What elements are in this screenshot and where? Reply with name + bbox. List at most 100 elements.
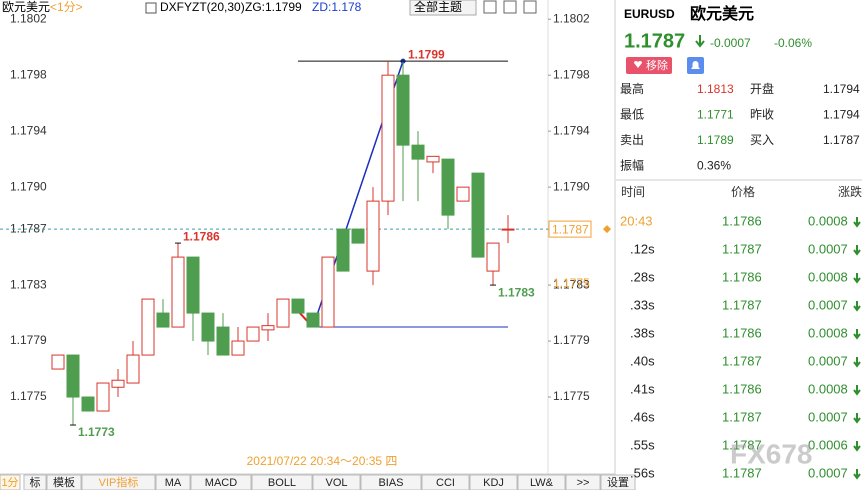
candle-body [261, 325, 275, 331]
date-range: 2021/07/22 20:34～20:35 四 [247, 454, 398, 468]
y-tick-label: 1.1802 [553, 11, 590, 25]
trade-arrow [853, 217, 861, 228]
trade-change: 0.0006 [808, 437, 848, 452]
candle-body [456, 186, 470, 202]
tab-label: 模板 [53, 475, 75, 489]
indicator: DXFYZT(20,30) [160, 0, 245, 14]
trade-arrow [853, 245, 861, 256]
candle-body [81, 396, 95, 412]
period[interactable]: <1分> [50, 0, 83, 14]
theme-text: 全部主题 [414, 0, 462, 14]
trade-price: 1.1787 [722, 241, 762, 256]
trade-price: 1.1787 [722, 465, 762, 480]
candle-body [471, 172, 485, 258]
price-annotation: 1.1773 [78, 425, 115, 439]
candle-body [156, 312, 170, 328]
y-tick-label: 1.1775 [553, 389, 590, 403]
side-label: 1.1775 [553, 276, 590, 290]
candle-body [66, 354, 80, 398]
trade-time: .38s [630, 325, 655, 340]
trade-change: 0.0007 [808, 465, 848, 480]
y-tick-label: 1.1779 [553, 333, 590, 347]
trade-price: 1.1786 [722, 381, 762, 396]
quote-percent: -0.06% [774, 36, 812, 50]
candle-body [351, 228, 365, 244]
candle-body [216, 326, 230, 356]
tab-label: 1分 [1, 476, 18, 489]
trade-arrow [853, 273, 861, 284]
stat-label: 振幅 [620, 158, 644, 173]
last-price-label: 1.1787 [552, 222, 589, 236]
trade-arrow [853, 301, 861, 312]
candle-body [126, 354, 140, 384]
tool-icon[interactable] [503, 0, 517, 14]
y-tick-label: 1.1790 [10, 179, 47, 193]
y-tick-label: 1.1794 [10, 123, 47, 137]
heart-icon [634, 61, 642, 68]
candle-body [171, 256, 185, 328]
trade-time: .46s [630, 409, 655, 424]
y-tick-label: 1.1783 [553, 277, 590, 291]
trade-header: 时间 [621, 185, 645, 199]
tab-label: MACD [205, 477, 237, 489]
trade-price: 1.1786 [722, 325, 762, 340]
y-tick-label: 1.1794 [553, 123, 590, 137]
stat-value: 1.1771 [697, 108, 734, 122]
trade-price: 1.1786 [722, 213, 762, 228]
tab-label: VIP指标 [99, 475, 139, 489]
stat-value: 1.1794 [823, 82, 860, 96]
candle-body [501, 228, 515, 231]
trade-time: .56s [630, 465, 655, 480]
tab-label: MA [165, 477, 182, 489]
candle-body [411, 144, 425, 160]
candle-body [336, 228, 350, 272]
trade-price: 1.1787 [722, 437, 762, 452]
trade-arrow [853, 329, 861, 340]
y-tick-label: 1.1798 [553, 67, 590, 81]
down-arrow [695, 35, 705, 48]
price-annotation: 1.1783 [498, 285, 535, 299]
trade-price: 1.1787 [722, 297, 762, 312]
chart: 1.1802 1.1802 1.1798 1.1798 1.1794 1.1794 1.17… [0, 11, 611, 439]
trade-time: .40s [630, 353, 655, 368]
candle-body [441, 158, 455, 216]
quote-change: -0.0007 [710, 36, 751, 50]
quote-price: 1.1787 [624, 30, 685, 52]
tool-icon[interactable] [523, 0, 537, 14]
zg-label: ZG:1.1799 [245, 0, 302, 14]
y-tick-label: 1.1790 [553, 179, 590, 193]
trade-time: .55s [630, 437, 655, 452]
stat-label: 昨收 [750, 108, 774, 122]
y-tick-label: 1.1779 [10, 333, 47, 347]
price-annotation: 1.1799 [408, 47, 445, 61]
stat-label: 卖出 [620, 133, 644, 147]
candle-body [231, 340, 245, 356]
stat-label: 最高 [620, 81, 644, 96]
tab-label: BIAS [378, 477, 403, 489]
theme-button[interactable] [409, 0, 477, 16]
stat-label: 最低 [620, 108, 644, 122]
trade-time: .28s [630, 269, 655, 284]
candle-body [141, 298, 155, 356]
tab-label: VOL [325, 477, 347, 489]
trade-change: 0.0007 [808, 297, 848, 312]
remove-button[interactable] [626, 57, 672, 74]
trade-change: 0.0007 [808, 409, 848, 424]
candle-body [366, 200, 380, 272]
quote-name: 欧元美元 [690, 4, 754, 23]
last-price-box [548, 220, 592, 238]
trade-time: .12s [630, 241, 655, 256]
symbol: 欧元美元 [2, 0, 50, 14]
candle-body [306, 312, 320, 328]
price-annotation: 1.1786 [183, 229, 220, 243]
tool-icon[interactable] [483, 0, 497, 14]
tab-label: >> [577, 477, 590, 489]
y-tick-label: 1.1783 [10, 277, 47, 291]
tab-label: 标 [30, 475, 41, 489]
tab-label: BOLL [268, 477, 296, 489]
candle-body [201, 312, 215, 342]
bell-icon [691, 61, 700, 69]
trade-time: .33s [630, 297, 655, 312]
